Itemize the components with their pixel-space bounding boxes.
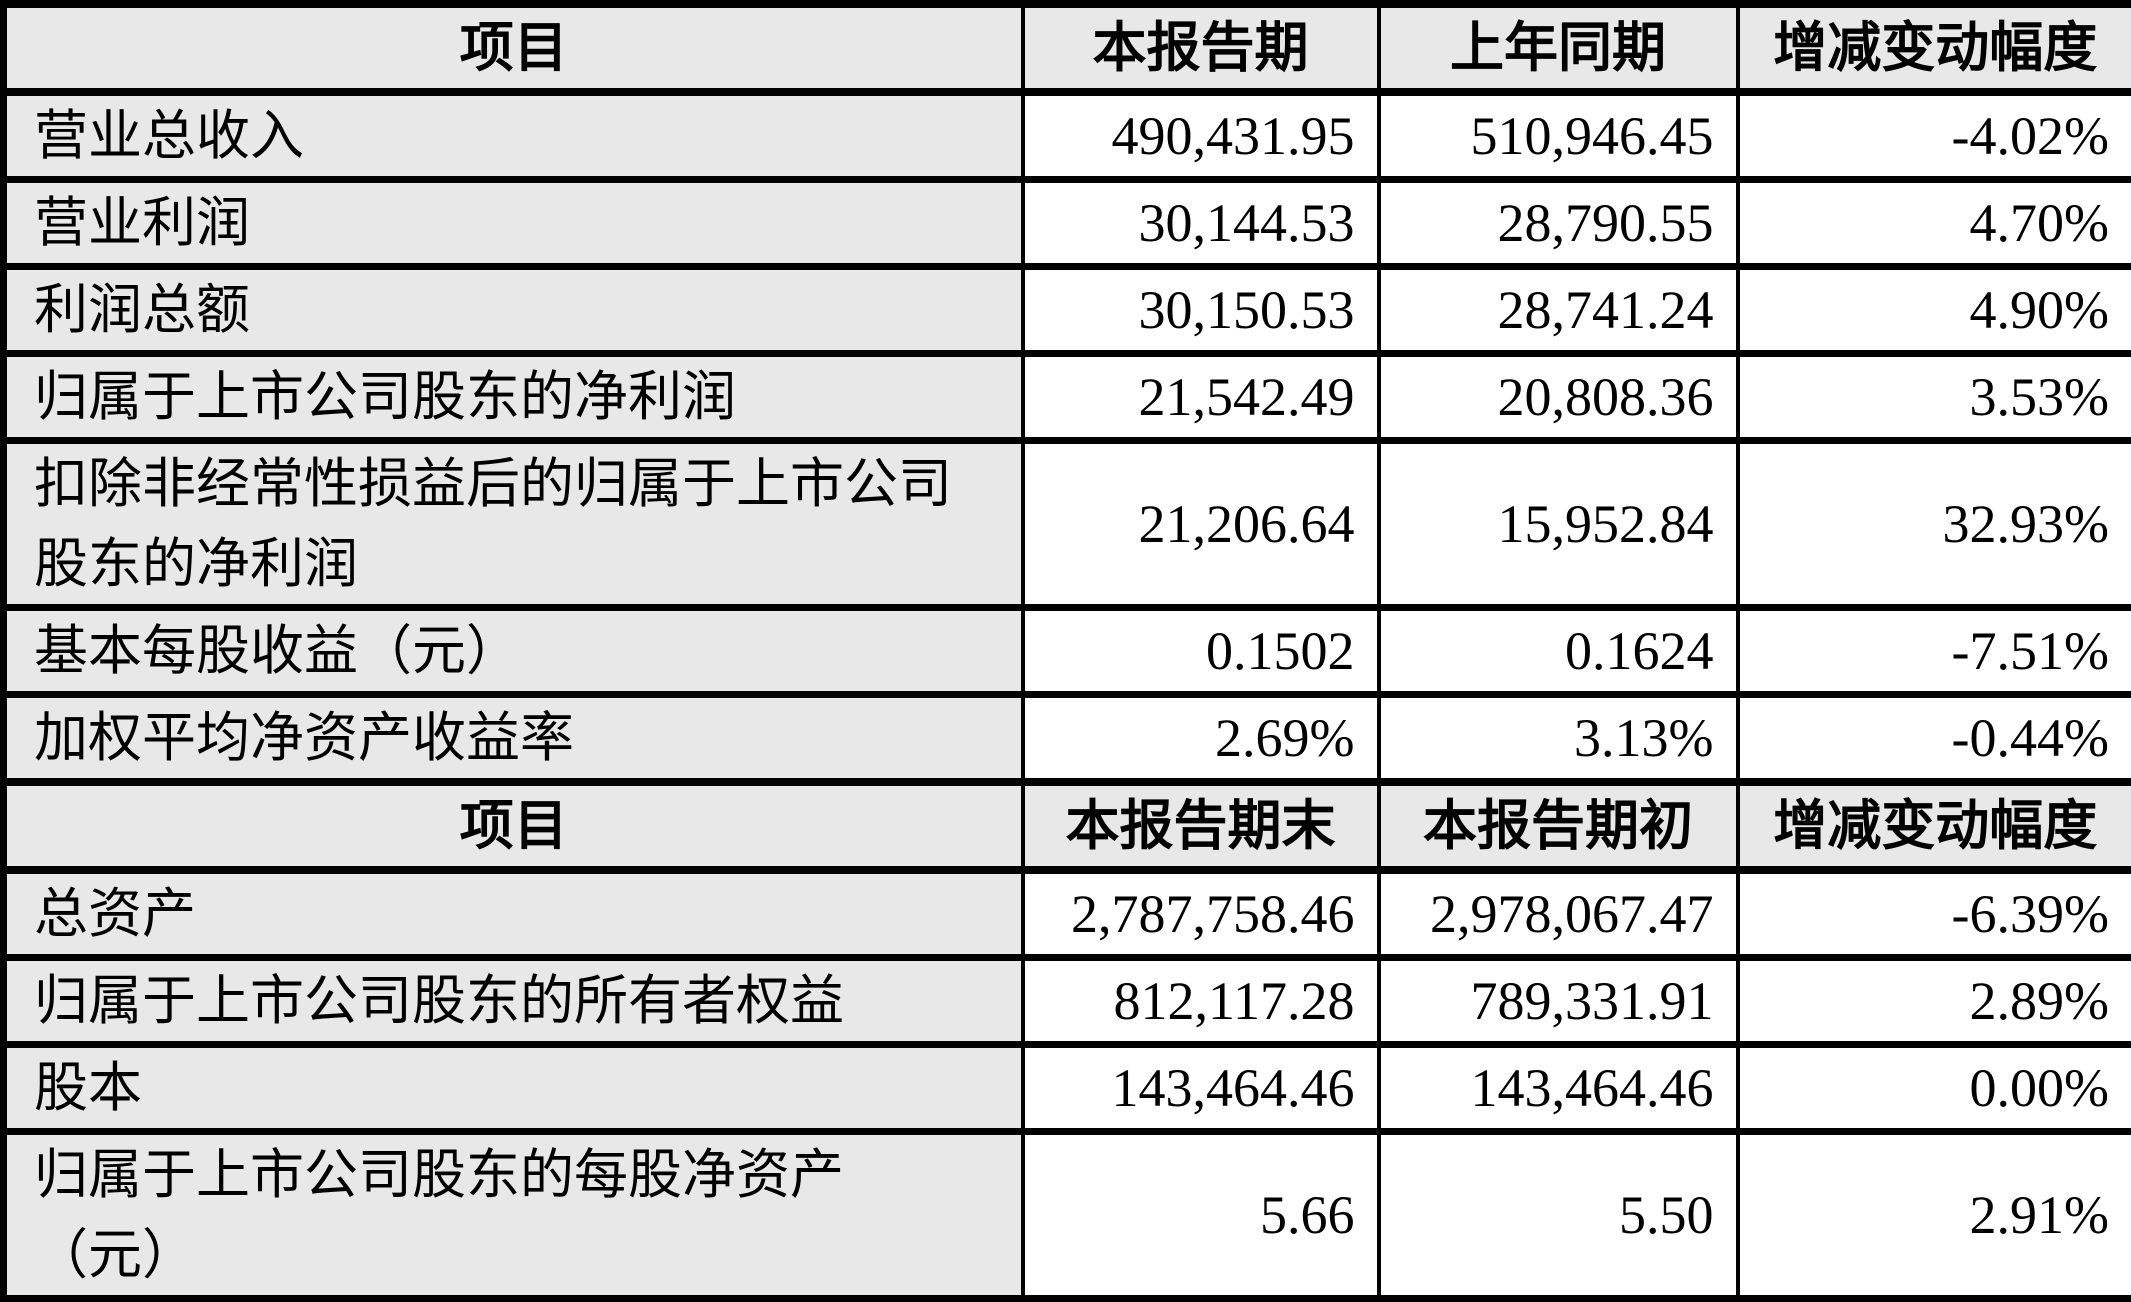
period-end-value: 2,787,758.46: [1023, 870, 1379, 958]
table-row-operating-profit: 营业利润 30,144.53 28,790.55 4.70%: [4, 180, 2131, 267]
row-label: 归属于上市公司股东的所有者权益: [4, 958, 1023, 1045]
period-start-value: 2,978,067.47: [1379, 870, 1738, 958]
prior-value: 28,741.24: [1379, 267, 1738, 354]
change-value: 2.89%: [1738, 958, 2131, 1045]
table-row-net-profit-deducted: 扣除非经常性损益后的归属于上市公司股东的净利润 21,206.64 15,952…: [4, 441, 2131, 608]
period-end-value: 143,464.46: [1023, 1045, 1379, 1132]
change-value: 4.90%: [1738, 267, 2131, 354]
table-row-total-profit: 利润总额 30,150.53 28,741.24 4.90%: [4, 267, 2131, 354]
period-start-value: 143,464.46: [1379, 1045, 1738, 1132]
current-value: 30,144.53: [1023, 180, 1379, 267]
section1-header-row: 项目 本报告期 上年同期 增减变动幅度: [4, 4, 2131, 92]
table-row-share-capital: 股本 143,464.46 143,464.46 0.00%: [4, 1045, 2131, 1132]
change-value: -4.02%: [1738, 92, 2131, 180]
row-label: 归属于上市公司股东的净利润: [4, 354, 1023, 441]
prior-value: 15,952.84: [1379, 441, 1738, 608]
current-value: 2.69%: [1023, 695, 1379, 783]
change-value: -7.51%: [1738, 608, 2131, 695]
table-row-owners-equity: 归属于上市公司股东的所有者权益 812,117.28 789,331.91 2.…: [4, 958, 2131, 1045]
header-current-period: 本报告期: [1023, 4, 1379, 92]
table-row-total-assets: 总资产 2,787,758.46 2,978,067.47 -6.39%: [4, 870, 2131, 958]
change-value: 4.70%: [1738, 180, 2131, 267]
row-label: 总资产: [4, 870, 1023, 958]
header-change: 增减变动幅度: [1738, 4, 2131, 92]
header-period-end: 本报告期末: [1023, 782, 1379, 870]
section2-header-row: 项目 本报告期末 本报告期初 增减变动幅度: [4, 782, 2131, 870]
change-value: 3.53%: [1738, 354, 2131, 441]
prior-value: 510,946.45: [1379, 92, 1738, 180]
table-row-total-revenue: 营业总收入 490,431.95 510,946.45 -4.02%: [4, 92, 2131, 180]
period-end-value: 812,117.28: [1023, 958, 1379, 1045]
current-value: 490,431.95: [1023, 92, 1379, 180]
current-value: 21,206.64: [1023, 441, 1379, 608]
change-value: -6.39%: [1738, 870, 2131, 958]
period-end-value: 5.66: [1023, 1132, 1379, 1299]
period-start-value: 789,331.91: [1379, 958, 1738, 1045]
current-value: 21,542.49: [1023, 354, 1379, 441]
header-item: 项目: [4, 4, 1023, 92]
row-label: 归属于上市公司股东的每股净资产（元）: [4, 1132, 1023, 1299]
period-start-value: 5.50: [1379, 1132, 1738, 1299]
current-value: 0.1502: [1023, 608, 1379, 695]
header-item: 项目: [4, 782, 1023, 870]
prior-value: 28,790.55: [1379, 180, 1738, 267]
header-change: 增减变动幅度: [1738, 782, 2131, 870]
table-row-net-profit-attributable: 归属于上市公司股东的净利润 21,542.49 20,808.36 3.53%: [4, 354, 2131, 441]
row-label: 营业利润: [4, 180, 1023, 267]
row-label: 利润总额: [4, 267, 1023, 354]
table-row-net-assets-per-share: 归属于上市公司股东的每股净资产（元） 5.66 5.50 2.91%: [4, 1132, 2131, 1299]
table-row-basic-eps: 基本每股收益（元） 0.1502 0.1624 -7.51%: [4, 608, 2131, 695]
prior-value: 20,808.36: [1379, 354, 1738, 441]
prior-value: 0.1624: [1379, 608, 1738, 695]
change-value: 32.93%: [1738, 441, 2131, 608]
row-label: 加权平均净资产收益率: [4, 695, 1023, 783]
header-prior-period: 上年同期: [1379, 4, 1738, 92]
prior-value: 3.13%: [1379, 695, 1738, 783]
current-value: 30,150.53: [1023, 267, 1379, 354]
change-value: -0.44%: [1738, 695, 2131, 783]
change-value: 2.91%: [1738, 1132, 2131, 1299]
table-row-weighted-roe: 加权平均净资产收益率 2.69% 3.13% -0.44%: [4, 695, 2131, 783]
row-label: 基本每股收益（元）: [4, 608, 1023, 695]
change-value: 0.00%: [1738, 1045, 2131, 1132]
row-label: 扣除非经常性损益后的归属于上市公司股东的净利润: [4, 441, 1023, 608]
row-label: 股本: [4, 1045, 1023, 1132]
header-period-start: 本报告期初: [1379, 782, 1738, 870]
row-label: 营业总收入: [4, 92, 1023, 180]
